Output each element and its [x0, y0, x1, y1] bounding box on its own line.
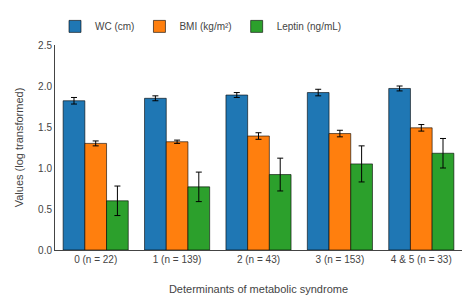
svg-text:2.5: 2.5 — [38, 40, 52, 51]
svg-text:0.5: 0.5 — [38, 204, 52, 215]
svg-text:1 (n = 139): 1 (n = 139) — [153, 254, 202, 265]
svg-text:WC (cm): WC (cm) — [95, 21, 134, 32]
svg-text:4 & 5 (n = 33): 4 & 5 (n = 33) — [391, 254, 452, 265]
svg-text:1.0: 1.0 — [38, 163, 52, 174]
svg-text:0.0: 0.0 — [38, 245, 52, 256]
svg-text:0 (n = 22): 0 (n = 22) — [74, 254, 117, 265]
svg-text:Leptin (ng/mL): Leptin (ng/mL) — [277, 21, 341, 32]
svg-text:2 (n = 43): 2 (n = 43) — [237, 254, 280, 265]
svg-text:1.5: 1.5 — [38, 122, 52, 133]
svg-text:3 (n = 153): 3 (n = 153) — [316, 254, 365, 265]
svg-text:2.0: 2.0 — [38, 81, 52, 92]
svg-text:Values (log transformed): Values (log transformed) — [13, 88, 25, 208]
svg-text:Determinants of metabolic synd: Determinants of metabolic syndrome — [169, 283, 348, 295]
svg-text:BMI (kg/m²): BMI (kg/m²) — [179, 21, 231, 32]
